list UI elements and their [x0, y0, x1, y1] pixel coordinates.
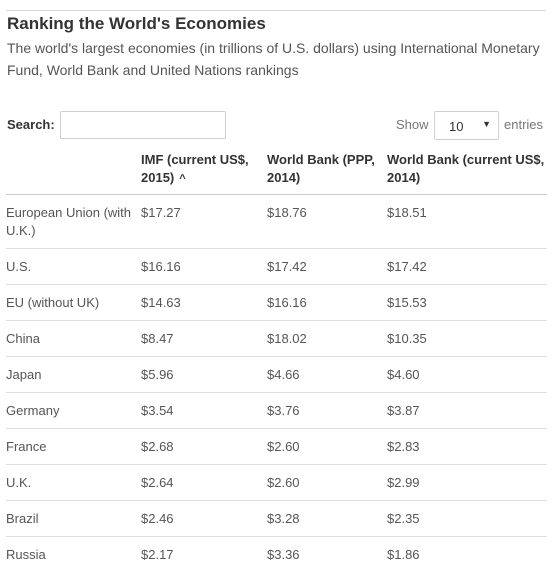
show-label: Show: [396, 117, 429, 132]
cell-country: Germany: [6, 393, 141, 429]
column-header-label: World Bank (PPP, 2014): [267, 152, 375, 185]
cell-imf-2015: $5.96: [141, 357, 267, 393]
column-header-wb-current-2014[interactable]: World Bank (current US$, 2014): [387, 145, 547, 195]
cell-wb-ppp-2014: $3.36: [267, 537, 387, 572]
cell-wb-ppp-2014: $2.60: [267, 465, 387, 501]
cell-wb-ppp-2014: $3.76: [267, 393, 387, 429]
cell-wb-current-2014: $2.35: [387, 501, 547, 537]
table-row: European Union (with U.K.) $17.27 $18.76…: [6, 195, 547, 249]
table-row: U.S. $16.16 $17.42 $17.42: [6, 249, 547, 285]
cell-country: Brazil: [6, 501, 141, 537]
cell-imf-2015: $8.47: [141, 321, 267, 357]
search-input[interactable]: [60, 111, 226, 139]
column-header-label: World Bank (current US$, 2014): [387, 152, 544, 185]
cell-imf-2015: $2.46: [141, 501, 267, 537]
cell-imf-2015: $3.54: [141, 393, 267, 429]
table-row: Brazil $2.46 $3.28 $2.35: [6, 501, 547, 537]
table-header-row: IMF (current US$, 2015)^ World Bank (PPP…: [6, 145, 547, 195]
cell-imf-2015: $17.27: [141, 195, 267, 249]
search-label: Search:: [7, 117, 55, 132]
column-header-label: IMF (current US$, 2015): [141, 152, 249, 185]
table-row: EU (without UK) $14.63 $16.16 $15.53: [6, 285, 547, 321]
cell-country: France: [6, 429, 141, 465]
cell-wb-current-2014: $3.87: [387, 393, 547, 429]
column-header-imf-2015[interactable]: IMF (current US$, 2015)^: [141, 145, 267, 195]
cell-wb-current-2014: $15.53: [387, 285, 547, 321]
table-row: U.K. $2.64 $2.60 $2.99: [6, 465, 547, 501]
cell-imf-2015: $2.68: [141, 429, 267, 465]
cell-country: European Union (with U.K.): [6, 195, 141, 249]
entries-select[interactable]: 10 ▼: [434, 111, 499, 140]
cell-country: Russia: [6, 537, 141, 572]
table-row: Germany $3.54 $3.76 $3.87: [6, 393, 547, 429]
sort-ascending-icon: ^: [179, 170, 185, 188]
cell-wb-current-2014: $4.60: [387, 357, 547, 393]
cell-country: U.K.: [6, 465, 141, 501]
cell-imf-2015: $2.17: [141, 537, 267, 572]
cell-imf-2015: $14.63: [141, 285, 267, 321]
cell-wb-current-2014: $1.86: [387, 537, 547, 572]
entries-select-value: 10: [449, 119, 463, 134]
cell-wb-ppp-2014: $2.60: [267, 429, 387, 465]
cell-wb-current-2014: $2.83: [387, 429, 547, 465]
cell-imf-2015: $16.16: [141, 249, 267, 285]
cell-imf-2015: $2.64: [141, 465, 267, 501]
entries-label: entries: [504, 117, 543, 132]
table-row: China $8.47 $18.02 $10.35: [6, 321, 547, 357]
cell-wb-current-2014: $18.51: [387, 195, 547, 249]
cell-wb-ppp-2014: $4.66: [267, 357, 387, 393]
cell-country: U.S.: [6, 249, 141, 285]
caret-down-icon: ▼: [482, 119, 491, 129]
table-row: France $2.68 $2.60 $2.83: [6, 429, 547, 465]
page-title: Ranking the World's Economies: [7, 14, 266, 34]
cell-wb-ppp-2014: $17.42: [267, 249, 387, 285]
cell-country: Japan: [6, 357, 141, 393]
page-subtitle: The world's largest economies (in trilli…: [7, 37, 547, 81]
cell-country: EU (without UK): [6, 285, 141, 321]
economies-table: IMF (current US$, 2015)^ World Bank (PPP…: [6, 145, 547, 572]
cell-wb-ppp-2014: $18.76: [267, 195, 387, 249]
cell-wb-current-2014: $2.99: [387, 465, 547, 501]
cell-wb-current-2014: $17.42: [387, 249, 547, 285]
cell-wb-ppp-2014: $18.02: [267, 321, 387, 357]
column-header-wb-ppp-2014[interactable]: World Bank (PPP, 2014): [267, 145, 387, 195]
cell-wb-current-2014: $10.35: [387, 321, 547, 357]
column-header-country[interactable]: [6, 145, 141, 195]
table-row: Japan $5.96 $4.66 $4.60: [6, 357, 547, 393]
table-row: Russia $2.17 $3.36 $1.86: [6, 537, 547, 572]
top-divider: [6, 10, 546, 11]
cell-wb-ppp-2014: $3.28: [267, 501, 387, 537]
cell-country: China: [6, 321, 141, 357]
cell-wb-ppp-2014: $16.16: [267, 285, 387, 321]
